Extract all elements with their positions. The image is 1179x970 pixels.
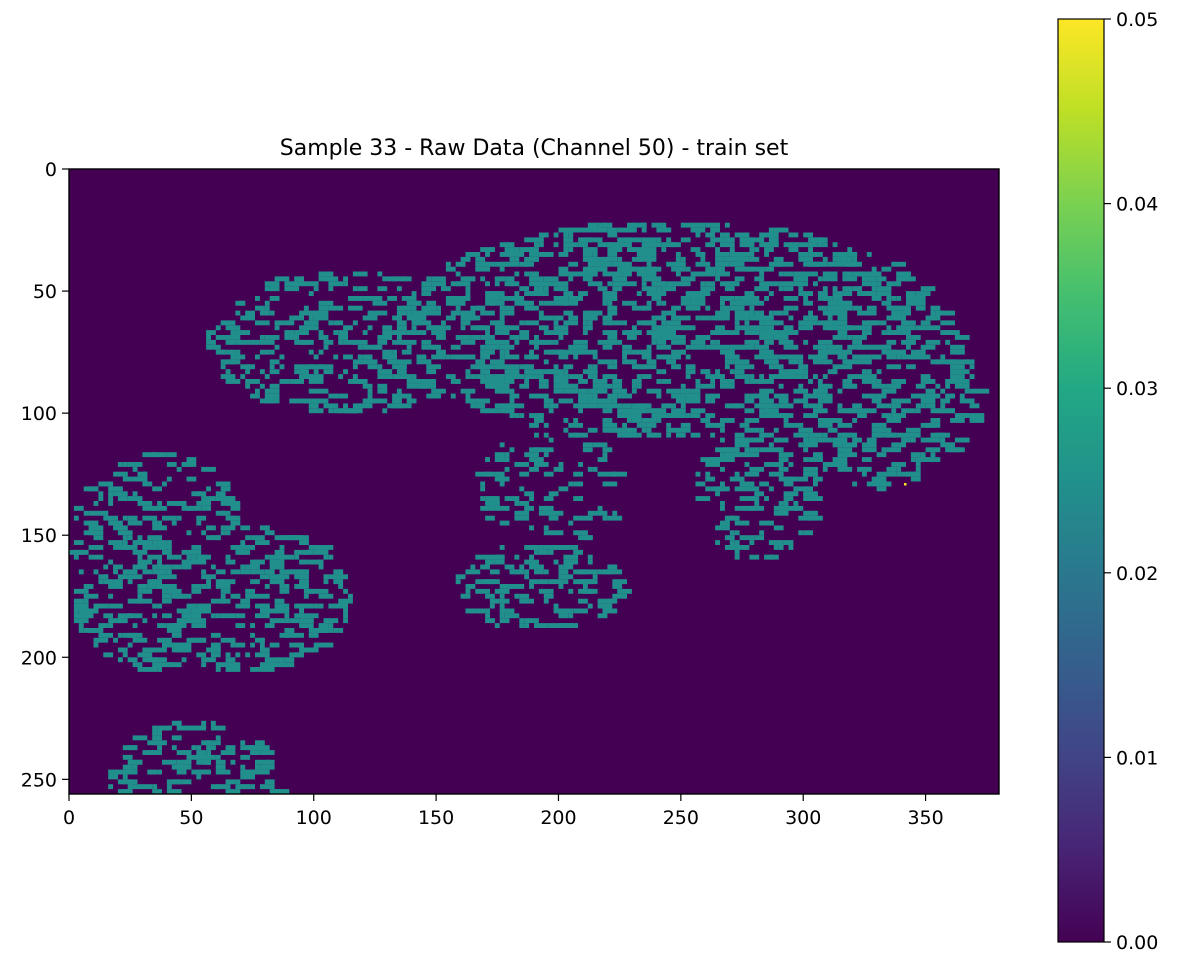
x-tick-label: 250 — [663, 807, 699, 829]
colorbar-tick-label: 0.03 — [1116, 378, 1158, 400]
x-tick-label: 350 — [907, 807, 943, 829]
chart-title: Sample 33 - Raw Data (Channel 50) - trai… — [280, 136, 789, 161]
x-tick-label: 50 — [179, 807, 203, 829]
y-tick-label: 250 — [21, 769, 57, 791]
y-tick-label: 50 — [33, 281, 57, 303]
colorbar-tick-label: 0.01 — [1116, 747, 1158, 769]
tissue-regions — [69, 222, 990, 794]
heatmap-image — [69, 169, 999, 794]
x-tick-label: 150 — [418, 807, 454, 829]
y-tick-label: 200 — [21, 647, 57, 669]
colorbar-tick-label: 0.04 — [1116, 194, 1158, 216]
x-tick-label: 100 — [296, 807, 332, 829]
colorbar-tick-label: 0.05 — [1116, 9, 1158, 31]
x-axis: 0 50 100 150 200 250 300 350 — [63, 794, 944, 829]
x-tick-label: 0 — [63, 807, 75, 829]
axes-frame — [68, 168, 1000, 795]
colorbar-gradient — [1057, 18, 1105, 943]
y-tick-label: 100 — [21, 403, 57, 425]
y-tick-label: 150 — [21, 525, 57, 547]
outlier-pixel — [904, 483, 907, 486]
x-tick-label: 300 — [785, 807, 821, 829]
y-axis: 0 50 100 150 200 250 — [21, 159, 69, 791]
x-tick-label: 200 — [540, 807, 576, 829]
y-tick-label: 0 — [45, 159, 57, 181]
colorbar-tick-label: 0.02 — [1116, 563, 1158, 585]
colorbar-tick-label: 0.00 — [1116, 932, 1158, 954]
colorbar: 0.00 0.01 0.02 0.03 0.04 0.05 — [1057, 9, 1158, 954]
